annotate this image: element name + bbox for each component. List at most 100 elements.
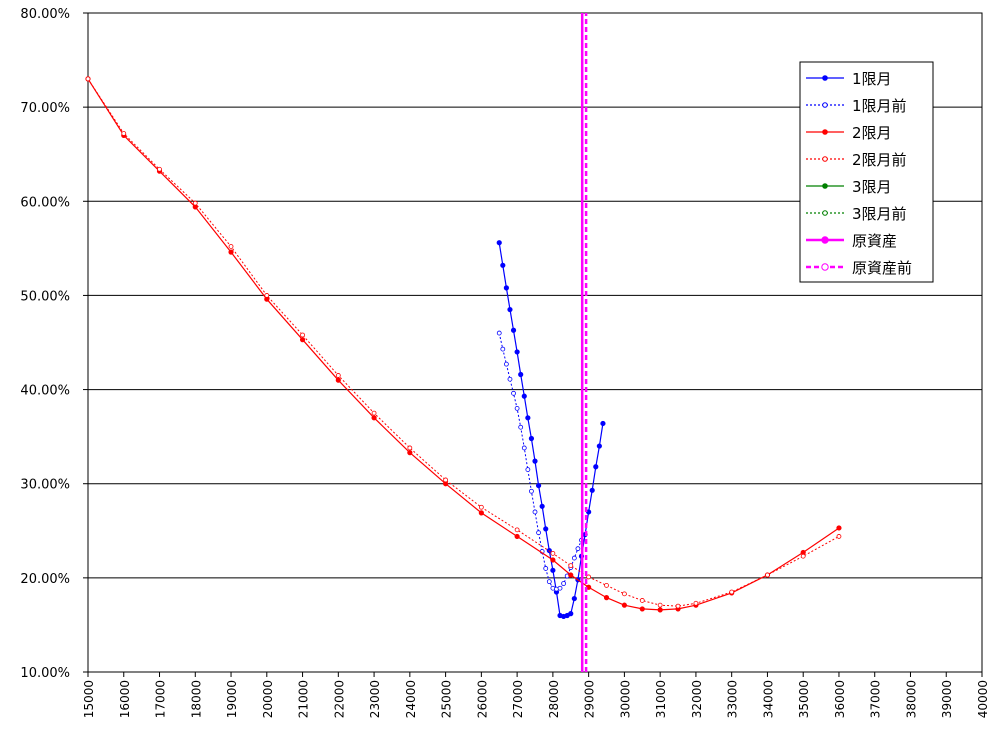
legend-marker — [822, 156, 828, 162]
data-point — [561, 581, 567, 586]
legend-marker — [822, 129, 828, 135]
data-point — [622, 591, 627, 597]
legend-marker — [821, 263, 829, 271]
data-point — [571, 555, 577, 561]
data-point — [550, 567, 556, 573]
data-point — [603, 595, 610, 601]
data-point — [407, 450, 413, 456]
data-point — [300, 332, 305, 338]
data-point — [478, 510, 484, 516]
y-tick-label: 20.00% — [20, 572, 70, 587]
x-tick-label: 24000 — [404, 680, 418, 718]
legend-marker — [822, 210, 828, 216]
x-tick-label: 16000 — [118, 680, 132, 718]
legend-marker — [822, 102, 828, 108]
data-point — [546, 579, 552, 585]
series-layer — [85, 13, 842, 672]
y-tick-label: 60.00% — [20, 195, 70, 210]
data-point — [550, 550, 556, 556]
x-tick-label: 18000 — [189, 680, 203, 718]
series-line-2 — [87, 78, 840, 611]
data-point — [510, 327, 517, 333]
x-tick-label: 38000 — [904, 680, 918, 718]
x-tick-label: 30000 — [618, 680, 632, 718]
x-tick-label: 35000 — [797, 680, 811, 718]
legend-label: 原資産前 — [852, 259, 912, 277]
data-point — [192, 200, 198, 206]
data-point — [836, 525, 842, 531]
axis-layer: 10.00% 20.00% 30.00% 40.00% 50.00% 60.00% 70.0… — [20, 7, 990, 718]
data-point — [543, 566, 549, 571]
data-point — [228, 244, 234, 249]
x-tick-label: 23000 — [368, 680, 382, 718]
data-point — [503, 361, 509, 367]
data-point — [568, 572, 574, 578]
data-point — [518, 371, 524, 378]
x-tick-label: 20000 — [261, 680, 275, 718]
data-point — [496, 240, 502, 246]
data-point — [800, 553, 806, 559]
data-point — [568, 611, 574, 617]
data-point — [557, 585, 563, 591]
data-point — [514, 349, 520, 355]
data-point — [525, 415, 531, 421]
x-tick-label: 22000 — [332, 680, 346, 718]
data-point — [535, 482, 542, 489]
data-point — [657, 607, 663, 613]
data-point — [528, 435, 535, 442]
data-point — [335, 377, 341, 383]
x-tick-label: 32000 — [690, 680, 704, 718]
x-tick-label: 25000 — [440, 680, 454, 718]
data-point — [264, 293, 270, 298]
data-point — [532, 458, 538, 464]
data-point — [121, 131, 127, 136]
y-tick-label: 80.00% — [20, 7, 70, 22]
data-point — [521, 393, 527, 399]
data-point — [729, 589, 735, 595]
data-point — [693, 600, 699, 606]
data-point — [589, 487, 595, 493]
data-point — [675, 603, 681, 609]
legend-label: 3限月前 — [852, 205, 907, 223]
legend-label: 3限月 — [852, 178, 892, 196]
data-point — [571, 595, 577, 602]
data-point — [765, 572, 770, 578]
data-point — [85, 76, 91, 82]
data-point — [228, 249, 234, 255]
data-point — [604, 582, 609, 588]
data-point — [550, 557, 556, 563]
x-tick-label: 39000 — [940, 680, 954, 718]
x-tick-label: 33000 — [726, 680, 740, 718]
data-point — [514, 405, 520, 411]
x-tick-label: 27000 — [511, 680, 525, 718]
data-point — [836, 534, 842, 539]
y-tick-label: 50.00% — [20, 289, 70, 304]
data-point — [518, 424, 524, 430]
data-point — [335, 373, 341, 378]
data-point — [621, 602, 628, 608]
y-tick-label: 70.00% — [20, 101, 70, 116]
data-point — [575, 546, 581, 552]
data-point — [500, 346, 506, 352]
legend-marker — [822, 183, 828, 189]
data-point — [514, 527, 520, 533]
data-point — [496, 330, 502, 336]
legend-marker — [821, 236, 829, 244]
data-point — [593, 464, 599, 470]
data-point — [525, 467, 531, 472]
legend-label: 2限月 — [852, 124, 892, 142]
x-tick-label: 34000 — [761, 680, 775, 718]
legend-box — [799, 61, 934, 283]
data-point — [371, 415, 377, 421]
legend-label: 1限月 — [852, 70, 892, 88]
x-tick-label: 29000 — [583, 680, 597, 718]
legend-label: 原資産 — [852, 232, 897, 250]
y-tick-label: 30.00% — [20, 478, 70, 493]
data-point — [503, 285, 509, 291]
data-point — [639, 598, 645, 603]
data-point — [568, 563, 574, 569]
x-tick-label: 26000 — [475, 680, 489, 718]
data-point — [543, 526, 549, 532]
x-tick-label: 36000 — [833, 680, 847, 718]
